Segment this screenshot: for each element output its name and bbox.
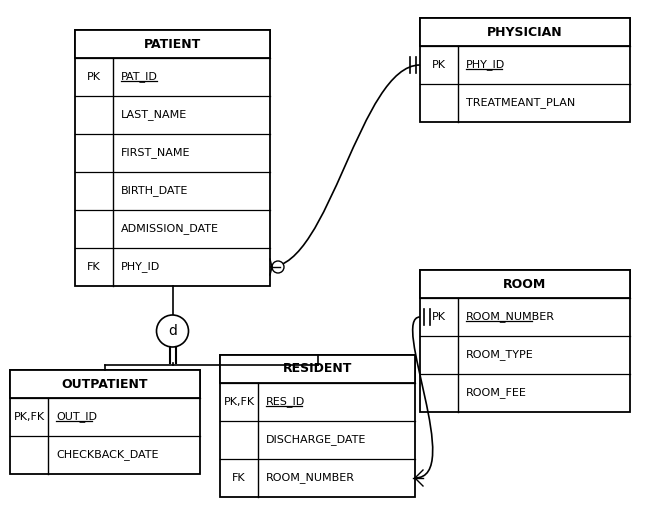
Circle shape xyxy=(272,261,284,273)
Bar xyxy=(420,270,630,298)
Text: PHY_ID: PHY_ID xyxy=(466,60,505,71)
Text: FK: FK xyxy=(87,262,101,272)
Bar xyxy=(220,355,415,497)
Text: ROOM_NUMBER: ROOM_NUMBER xyxy=(266,473,355,483)
Text: PK: PK xyxy=(87,72,101,82)
Text: d: d xyxy=(168,324,177,338)
Text: ROOM_FEE: ROOM_FEE xyxy=(466,387,527,399)
Text: PHY_ID: PHY_ID xyxy=(121,262,160,272)
Bar xyxy=(420,18,630,46)
Text: RESIDENT: RESIDENT xyxy=(283,362,352,376)
Text: BIRTH_DATE: BIRTH_DATE xyxy=(121,185,188,196)
Text: FK: FK xyxy=(232,473,246,483)
Text: RES_ID: RES_ID xyxy=(266,397,305,407)
Bar xyxy=(75,30,270,58)
Bar xyxy=(75,30,270,286)
Text: FIRST_NAME: FIRST_NAME xyxy=(121,148,191,158)
Text: LAST_NAME: LAST_NAME xyxy=(121,109,187,121)
Text: ROOM: ROOM xyxy=(503,277,547,290)
Text: PATIENT: PATIENT xyxy=(144,37,201,51)
Bar xyxy=(220,355,415,383)
Text: OUT_ID: OUT_ID xyxy=(56,411,97,423)
Text: PK: PK xyxy=(432,60,446,70)
Bar xyxy=(420,270,630,412)
Bar xyxy=(10,370,200,398)
Bar xyxy=(10,370,200,474)
Bar xyxy=(420,18,630,122)
Text: ROOM_TYPE: ROOM_TYPE xyxy=(466,350,534,360)
Text: CHECKBACK_DATE: CHECKBACK_DATE xyxy=(56,450,158,460)
Text: ROOM_NUMBER: ROOM_NUMBER xyxy=(466,312,555,322)
Text: TREATMEANT_PLAN: TREATMEANT_PLAN xyxy=(466,98,575,108)
Text: OUTPATIENT: OUTPATIENT xyxy=(62,378,148,390)
Text: PK,FK: PK,FK xyxy=(223,397,255,407)
Text: PHYSICIAN: PHYSICIAN xyxy=(487,26,563,38)
Text: PK,FK: PK,FK xyxy=(14,412,44,422)
Text: PAT_ID: PAT_ID xyxy=(121,72,158,82)
Circle shape xyxy=(156,315,189,347)
Text: ADMISSION_DATE: ADMISSION_DATE xyxy=(121,223,219,235)
Text: PK: PK xyxy=(432,312,446,322)
Text: DISCHARGE_DATE: DISCHARGE_DATE xyxy=(266,434,367,446)
